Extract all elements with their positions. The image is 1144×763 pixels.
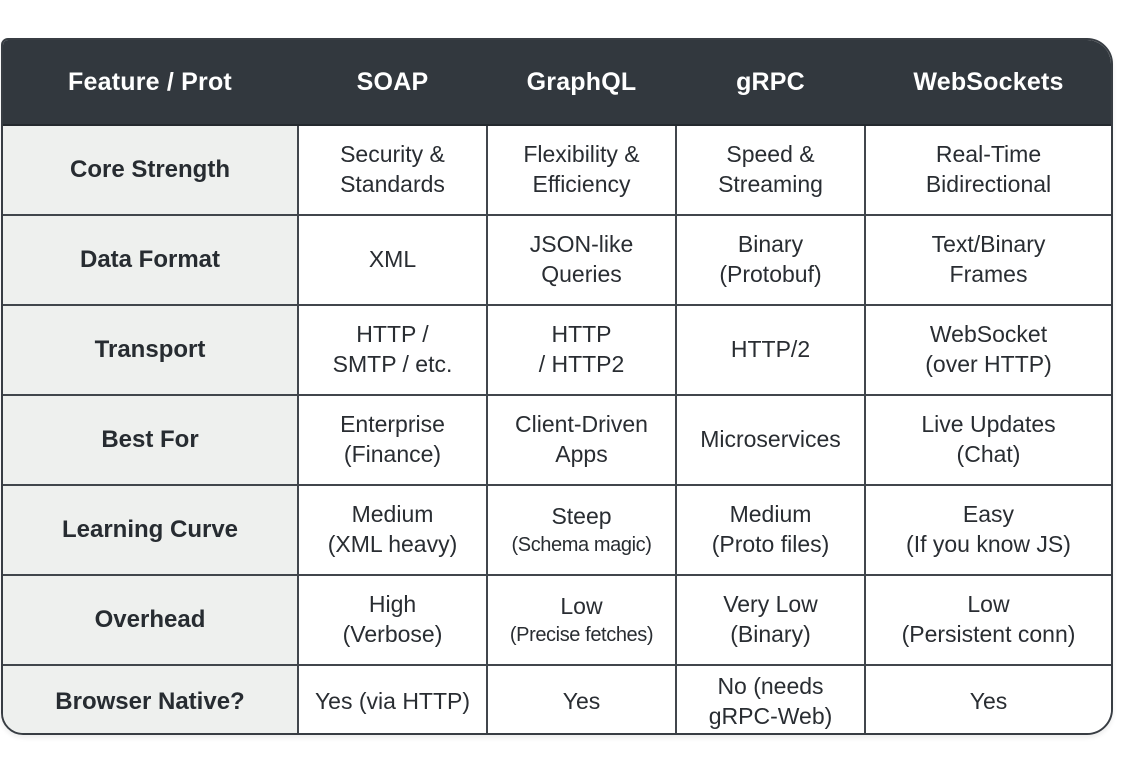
column-header-grpc: gRPC: [675, 40, 866, 126]
table-row-data-format: Data Format XML JSON-like Queries Binary…: [3, 214, 1111, 306]
column-header-websockets: WebSockets: [864, 40, 1111, 126]
cell-grpc-core-strength: Speed & Streaming: [675, 124, 866, 216]
column-header-feature: Feature / Prot: [3, 40, 299, 126]
table-row-core-strength: Core Strength Security & Standards Flexi…: [3, 124, 1111, 216]
header-row: Feature / Prot SOAP GraphQL gRPC WebSock…: [3, 40, 1111, 126]
table-row-browser-native: Browser Native? Yes (via HTTP) Yes No (n…: [3, 664, 1111, 733]
column-header-soap: SOAP: [297, 40, 488, 126]
cell-soap-overhead: High (Verbose): [297, 574, 488, 666]
protocol-comparison-table: Feature / Prot SOAP GraphQL gRPC WebSock…: [3, 40, 1111, 733]
feature-label: Overhead: [3, 574, 299, 666]
feature-label: Best For: [3, 394, 299, 486]
cell-grpc-transport: HTTP/2: [675, 304, 866, 396]
cell-graphql-best-for: Client-Driven Apps: [486, 394, 677, 486]
feature-label: Browser Native?: [3, 664, 299, 733]
table-row-learning-curve: Learning Curve Medium (XML heavy) Steep …: [3, 484, 1111, 576]
cell-soap-core-strength: Security & Standards: [297, 124, 488, 216]
cell-graphql-data-format: JSON-like Queries: [486, 214, 677, 306]
cell-soap-transport: HTTP / SMTP / etc.: [297, 304, 488, 396]
cell-soap-data-format: XML: [297, 214, 488, 306]
cell-grpc-overhead: Very Low (Binary): [675, 574, 866, 666]
protocol-comparison-card: Feature / Prot SOAP GraphQL gRPC WebSock…: [1, 38, 1113, 735]
cell-graphql-browser-native: Yes: [486, 664, 677, 733]
cell-graphql-transport: HTTP / HTTP2: [486, 304, 677, 396]
table-row-overhead: Overhead High (Verbose) Low (Precise fet…: [3, 574, 1111, 666]
cell-grpc-browser-native: No (needs gRPC-Web): [675, 664, 866, 733]
cell-graphql-learning-curve: Steep (Schema magic): [486, 484, 677, 576]
cell-websockets-overhead: Low (Persistent conn): [864, 574, 1111, 666]
cell-websockets-best-for: Live Updates (Chat): [864, 394, 1111, 486]
feature-label: Data Format: [3, 214, 299, 306]
cell-grpc-best-for: Microservices: [675, 394, 866, 486]
cell-websockets-data-format: Text/Binary Frames: [864, 214, 1111, 306]
cell-soap-learning-curve: Medium (XML heavy): [297, 484, 488, 576]
cell-soap-best-for: Enterprise (Finance): [297, 394, 488, 486]
cell-soap-browser-native: Yes (via HTTP): [297, 664, 488, 733]
cell-websockets-transport: WebSocket (over HTTP): [864, 304, 1111, 396]
cell-grpc-learning-curve: Medium (Proto files): [675, 484, 866, 576]
table-row-best-for: Best For Enterprise (Finance) Client-Dri…: [3, 394, 1111, 486]
cell-graphql-overhead: Low (Precise fetches): [486, 574, 677, 666]
feature-label: Core Strength: [3, 124, 299, 216]
column-header-graphql: GraphQL: [486, 40, 677, 126]
cell-websockets-browser-native: Yes: [864, 664, 1111, 733]
cell-graphql-core-strength: Flexibility & Efficiency: [486, 124, 677, 216]
cell-grpc-data-format: Binary (Protobuf): [675, 214, 866, 306]
feature-label: Learning Curve: [3, 484, 299, 576]
cell-websockets-core-strength: Real-Time Bidirectional: [864, 124, 1111, 216]
table-row-transport: Transport HTTP / SMTP / etc. HTTP / HTTP…: [3, 304, 1111, 396]
feature-label: Transport: [3, 304, 299, 396]
cell-websockets-learning-curve: Easy (If you know JS): [864, 484, 1111, 576]
